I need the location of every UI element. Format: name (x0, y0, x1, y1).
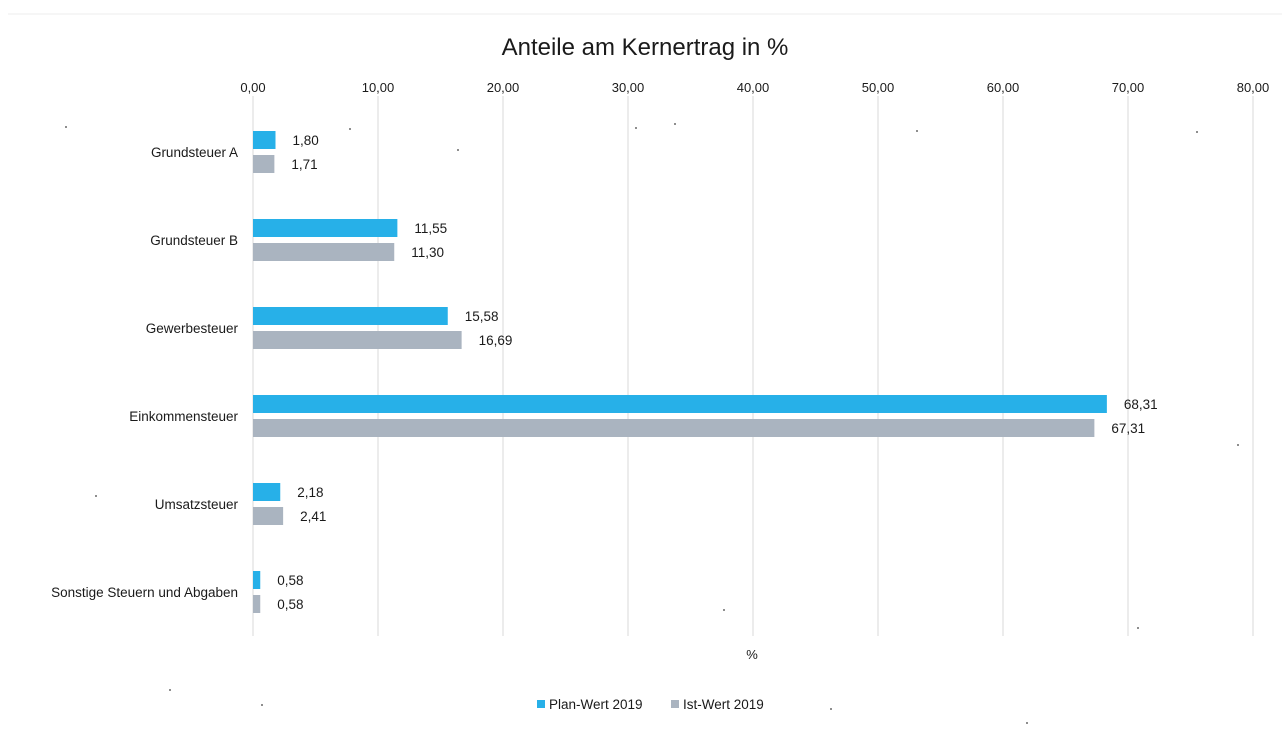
gridlines (252, 96, 1254, 636)
category-label: Umsatzsteuer (155, 497, 239, 512)
data-label: 16,69 (479, 333, 513, 348)
data-label: 11,30 (411, 245, 444, 260)
scan-speck (65, 126, 67, 128)
legend-swatch (537, 700, 545, 708)
bar (253, 331, 462, 349)
data-label: 11,55 (414, 221, 447, 236)
scan-speck (261, 704, 263, 706)
scan-speck (916, 130, 918, 132)
x-tick-label: 50,00 (862, 80, 895, 95)
x-tick-label: 10,00 (362, 80, 395, 95)
x-tick-label: 80,00 (1237, 80, 1270, 95)
scan-speck (635, 127, 637, 129)
scan-speck (1196, 131, 1198, 133)
bar (253, 419, 1095, 437)
category-labels: Grundsteuer A Grundsteuer B Gewerbesteuer E… (51, 145, 238, 600)
bar (253, 131, 276, 149)
legend-swatch (671, 700, 679, 708)
data-label: 15,58 (465, 309, 499, 324)
scan-speck (349, 128, 351, 130)
data-label: 68,31 (1124, 397, 1158, 412)
bars (253, 131, 1107, 613)
bar (253, 483, 281, 501)
legend: Plan-Wert 2019 Ist-Wert 2019 (537, 697, 764, 712)
bar (253, 307, 448, 325)
legend-label: Plan-Wert 2019 (549, 697, 643, 712)
data-label: 67,31 (1111, 421, 1145, 436)
data-labels: 1,80 1,71 11,55 11,30 15,58 16,69 68,31 67,31 2,… (277, 133, 1157, 612)
data-label: 1,80 (293, 133, 319, 148)
scan-speck (723, 609, 725, 611)
x-tick-label: 60,00 (987, 80, 1020, 95)
bar (253, 507, 284, 525)
data-label: 0,58 (277, 573, 303, 588)
x-tick-label: 30,00 (612, 80, 645, 95)
x-tick-label: 20,00 (487, 80, 520, 95)
category-label: Grundsteuer B (150, 233, 238, 248)
scan-speck (1026, 722, 1028, 724)
scan-speck (169, 689, 171, 691)
data-label: 1,71 (291, 157, 317, 172)
bar (253, 395, 1107, 413)
bar (253, 243, 395, 261)
x-tick-label: 40,00 (737, 80, 770, 95)
legend-item: Plan-Wert 2019 (537, 697, 643, 712)
data-label: 2,41 (300, 509, 326, 524)
chart-title: Anteile am Kernertrag in % (502, 34, 789, 61)
scan-speck (457, 149, 459, 151)
bar (253, 155, 275, 173)
x-axis-ticks: 0,00 10,00 20,00 30,00 40,00 50,00 60,00 70,00 8… (240, 80, 1269, 95)
category-label: Grundsteuer A (151, 145, 238, 160)
legend-item: Ist-Wert 2019 (671, 697, 764, 712)
category-label: Sonstige Steuern und Abgaben (51, 585, 238, 600)
scan-speck (674, 123, 676, 125)
scan-speck (95, 495, 97, 497)
x-tick-label: 70,00 (1112, 80, 1145, 95)
scan-speck (830, 708, 832, 710)
x-axis-title: % (746, 647, 758, 662)
scan-artifacts (65, 123, 1239, 724)
bar (253, 219, 398, 237)
data-label: 2,18 (297, 485, 323, 500)
data-label: 0,58 (277, 597, 303, 612)
bar (253, 595, 261, 613)
x-tick-label: 0,00 (240, 80, 265, 95)
legend-label: Ist-Wert 2019 (683, 697, 764, 712)
category-label: Gewerbesteuer (146, 321, 239, 336)
scan-speck (1237, 444, 1239, 446)
bar (253, 571, 261, 589)
category-label: Einkommensteuer (129, 409, 238, 424)
scan-speck (1137, 627, 1139, 629)
